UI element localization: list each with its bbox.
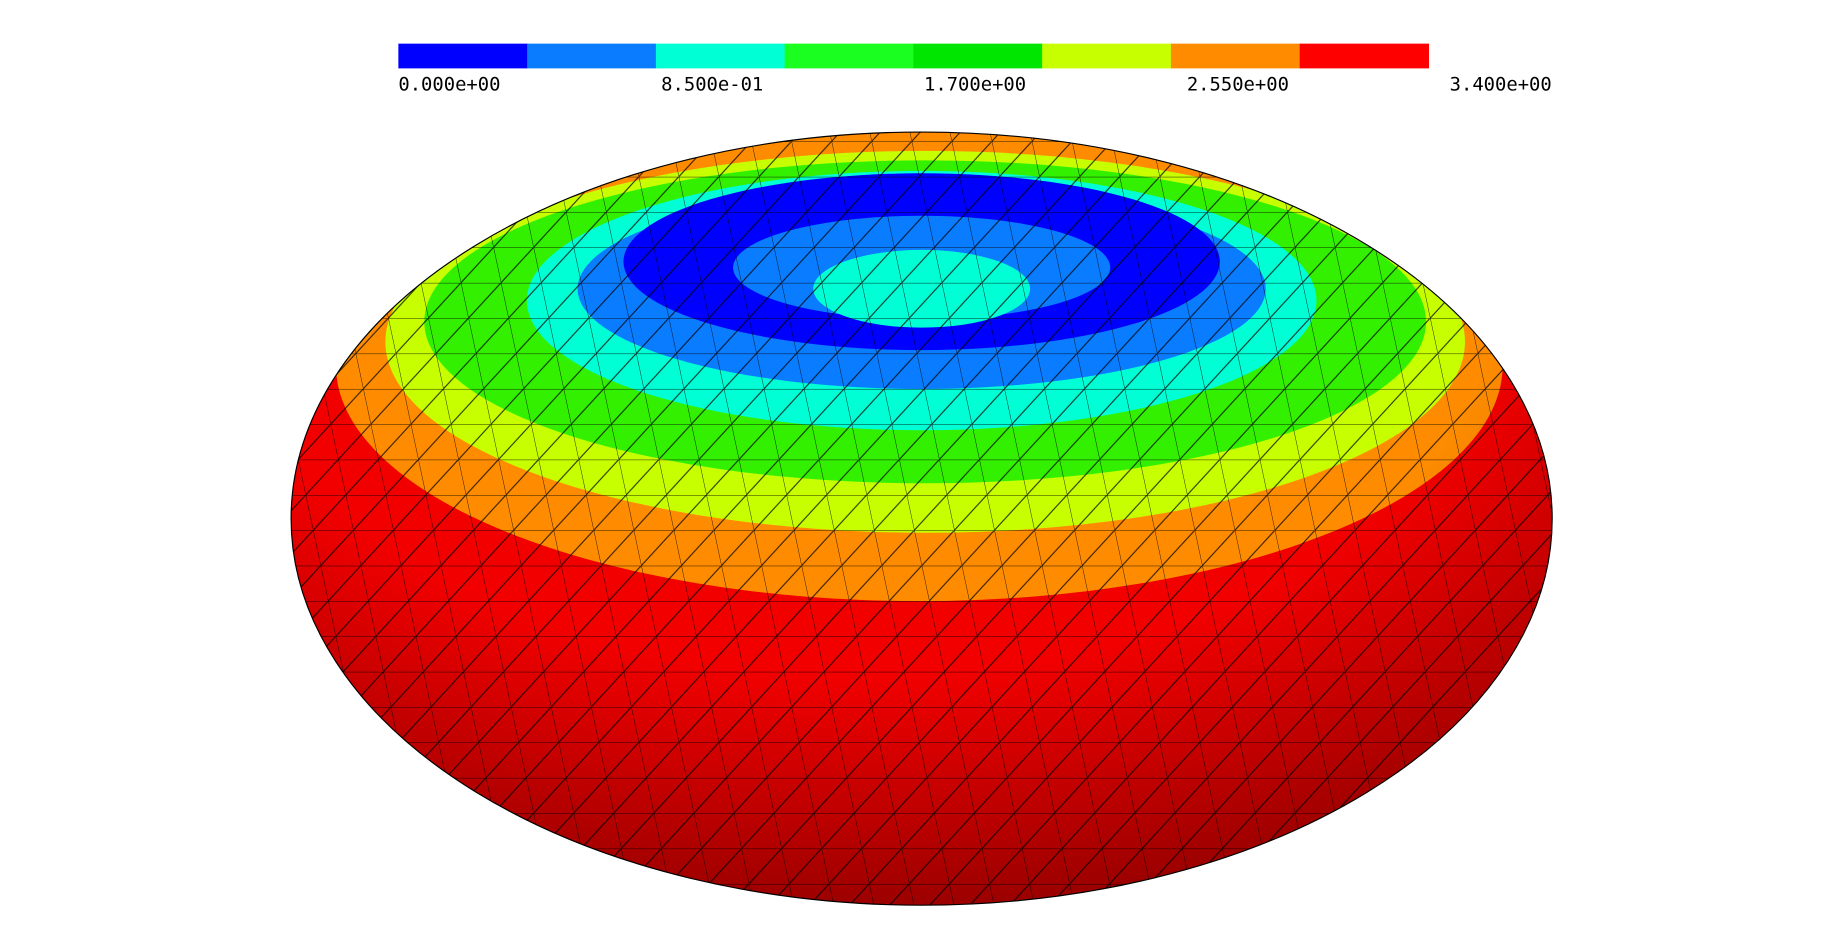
outline <box>290 131 1553 906</box>
ellipsoid <box>291 132 1553 906</box>
mesh <box>291 132 1553 906</box>
colorbar-segment <box>1299 43 1430 69</box>
colorbar-label: 1.700e+00 <box>924 74 1026 95</box>
colorbar-segment <box>527 43 657 69</box>
colorbar-label: 2.550e+00 <box>1187 74 1289 95</box>
colorbar-segment <box>398 43 528 69</box>
colorbar-segment <box>1170 43 1301 69</box>
colorbar-segment <box>655 43 786 69</box>
colorbar-label: 0.000e+00 <box>398 74 500 95</box>
colorbar-label: 3.400e+00 <box>1450 74 1552 95</box>
colorbar-label: 8.500e-01 <box>661 74 763 95</box>
colorbar-segment <box>1042 43 1172 69</box>
colorbar-segment <box>913 43 1043 69</box>
colorbar: 0.000e+00 8.500e-01 1.700e+00 2.550e+00 3.40… <box>398 43 1552 95</box>
colorbar-segment <box>784 43 914 69</box>
